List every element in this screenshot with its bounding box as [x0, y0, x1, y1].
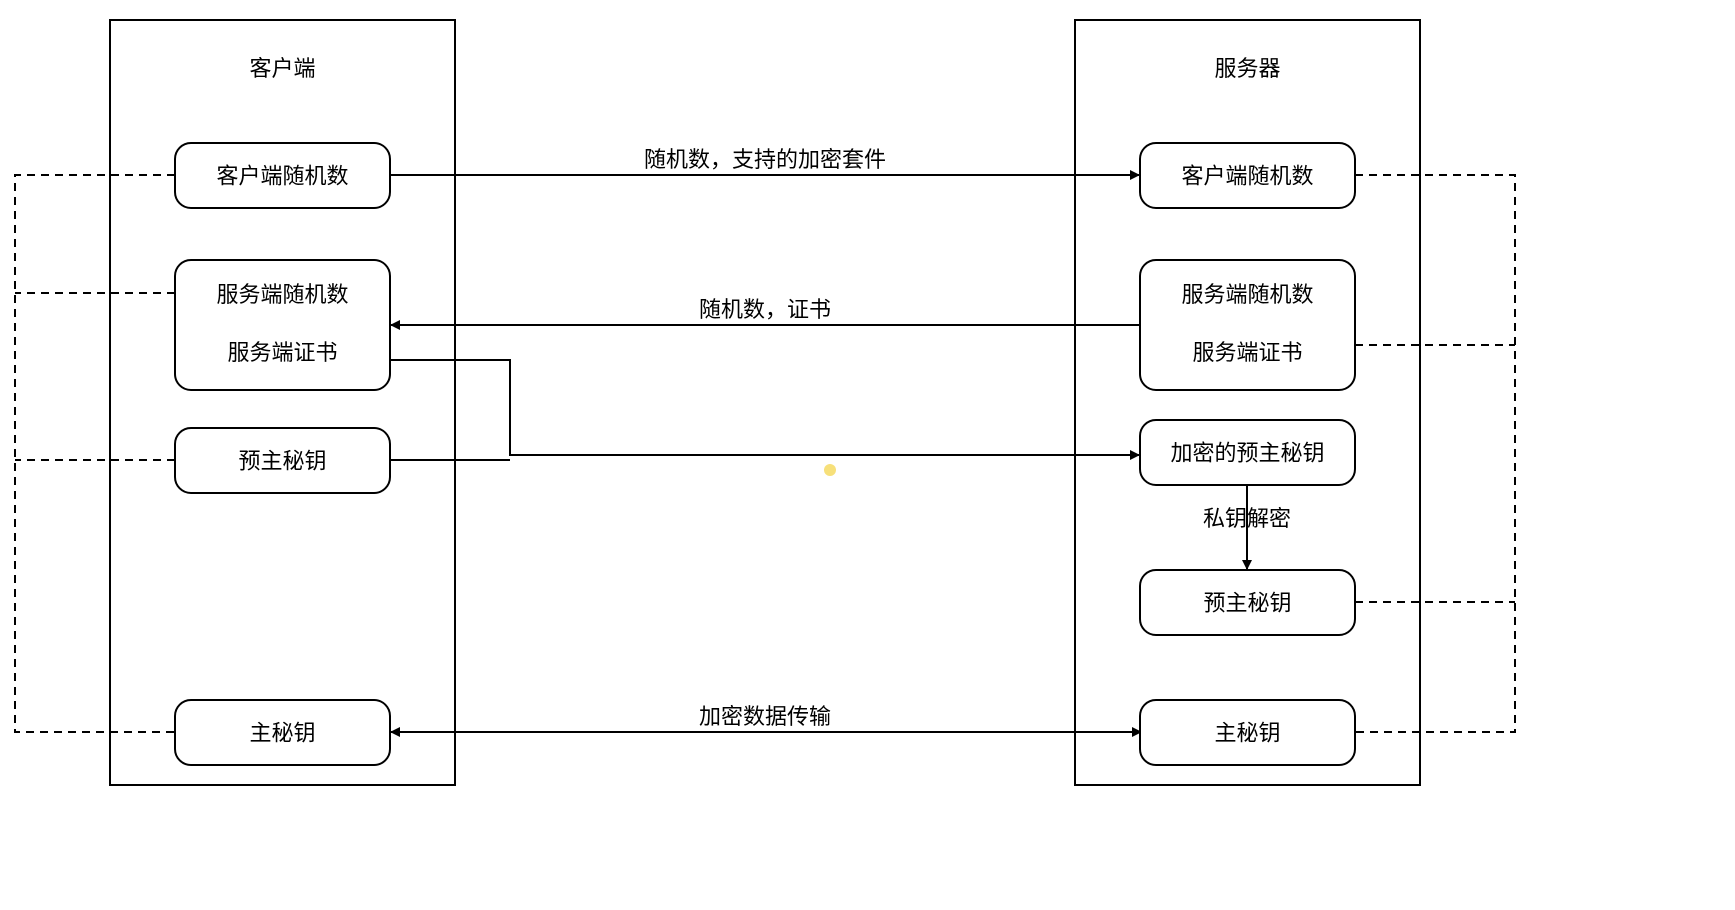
- edge-label-e4: 私钥解密: [1203, 506, 1291, 531]
- dashed-d_left: [15, 175, 175, 732]
- node-s_premaster: 预主秘钥: [1140, 570, 1355, 635]
- dashed-d_right: [1355, 175, 1515, 732]
- node-c_premaster: 预主秘钥: [175, 428, 390, 493]
- node-label-s_master: 主秘钥: [1214, 720, 1280, 745]
- node-c_master: 主秘钥: [175, 700, 390, 765]
- edge-label-e5: 加密数据传输: [699, 704, 831, 729]
- node-c_srv: 服务端随机数服务端证书: [175, 260, 390, 390]
- edge-label-e1: 随机数，支持的加密套件: [644, 147, 886, 172]
- node-label-line: 服务端证书: [227, 340, 337, 365]
- node-label-line: 服务端随机数: [216, 282, 348, 307]
- client-container-rect: [110, 20, 455, 785]
- server-container: 服务器: [1075, 20, 1420, 785]
- node-label-line: 服务端随机数: [1181, 282, 1313, 307]
- node-label-s_encpremaster: 加密的预主秘钥: [1170, 440, 1324, 465]
- node-s_rand: 客户端随机数: [1140, 143, 1355, 208]
- client-container-title: 客户端: [249, 56, 315, 81]
- server-container-title: 服务器: [1214, 56, 1280, 81]
- yellow-dot: [824, 464, 836, 476]
- node-rect-c_srv: [175, 260, 390, 390]
- node-s_master: 主秘钥: [1140, 700, 1355, 765]
- node-label-line: 服务端证书: [1192, 340, 1302, 365]
- edge-label-e2: 随机数，证书: [699, 297, 831, 322]
- node-label-s_rand: 客户端随机数: [1181, 163, 1313, 188]
- server-container-rect: [1075, 20, 1420, 785]
- node-c_rand: 客户端随机数: [175, 143, 390, 208]
- node-label-s_premaster: 预主秘钥: [1203, 590, 1291, 615]
- edge-e3: [390, 360, 1140, 455]
- client-container: 客户端: [110, 20, 455, 785]
- node-label-c_premaster: 预主秘钥: [238, 448, 326, 473]
- diagram-canvas: 客户端 服务器 随机数，支持的加密套件随机数，证书私钥解密加密数据传输 客户端随…: [0, 0, 1735, 910]
- node-label-c_rand: 客户端随机数: [216, 163, 348, 188]
- node-label-c_master: 主秘钥: [249, 720, 315, 745]
- node-s_encpremaster: 加密的预主秘钥: [1140, 420, 1355, 485]
- node-s_srv: 服务端随机数服务端证书: [1140, 260, 1355, 390]
- node-rect-s_srv: [1140, 260, 1355, 390]
